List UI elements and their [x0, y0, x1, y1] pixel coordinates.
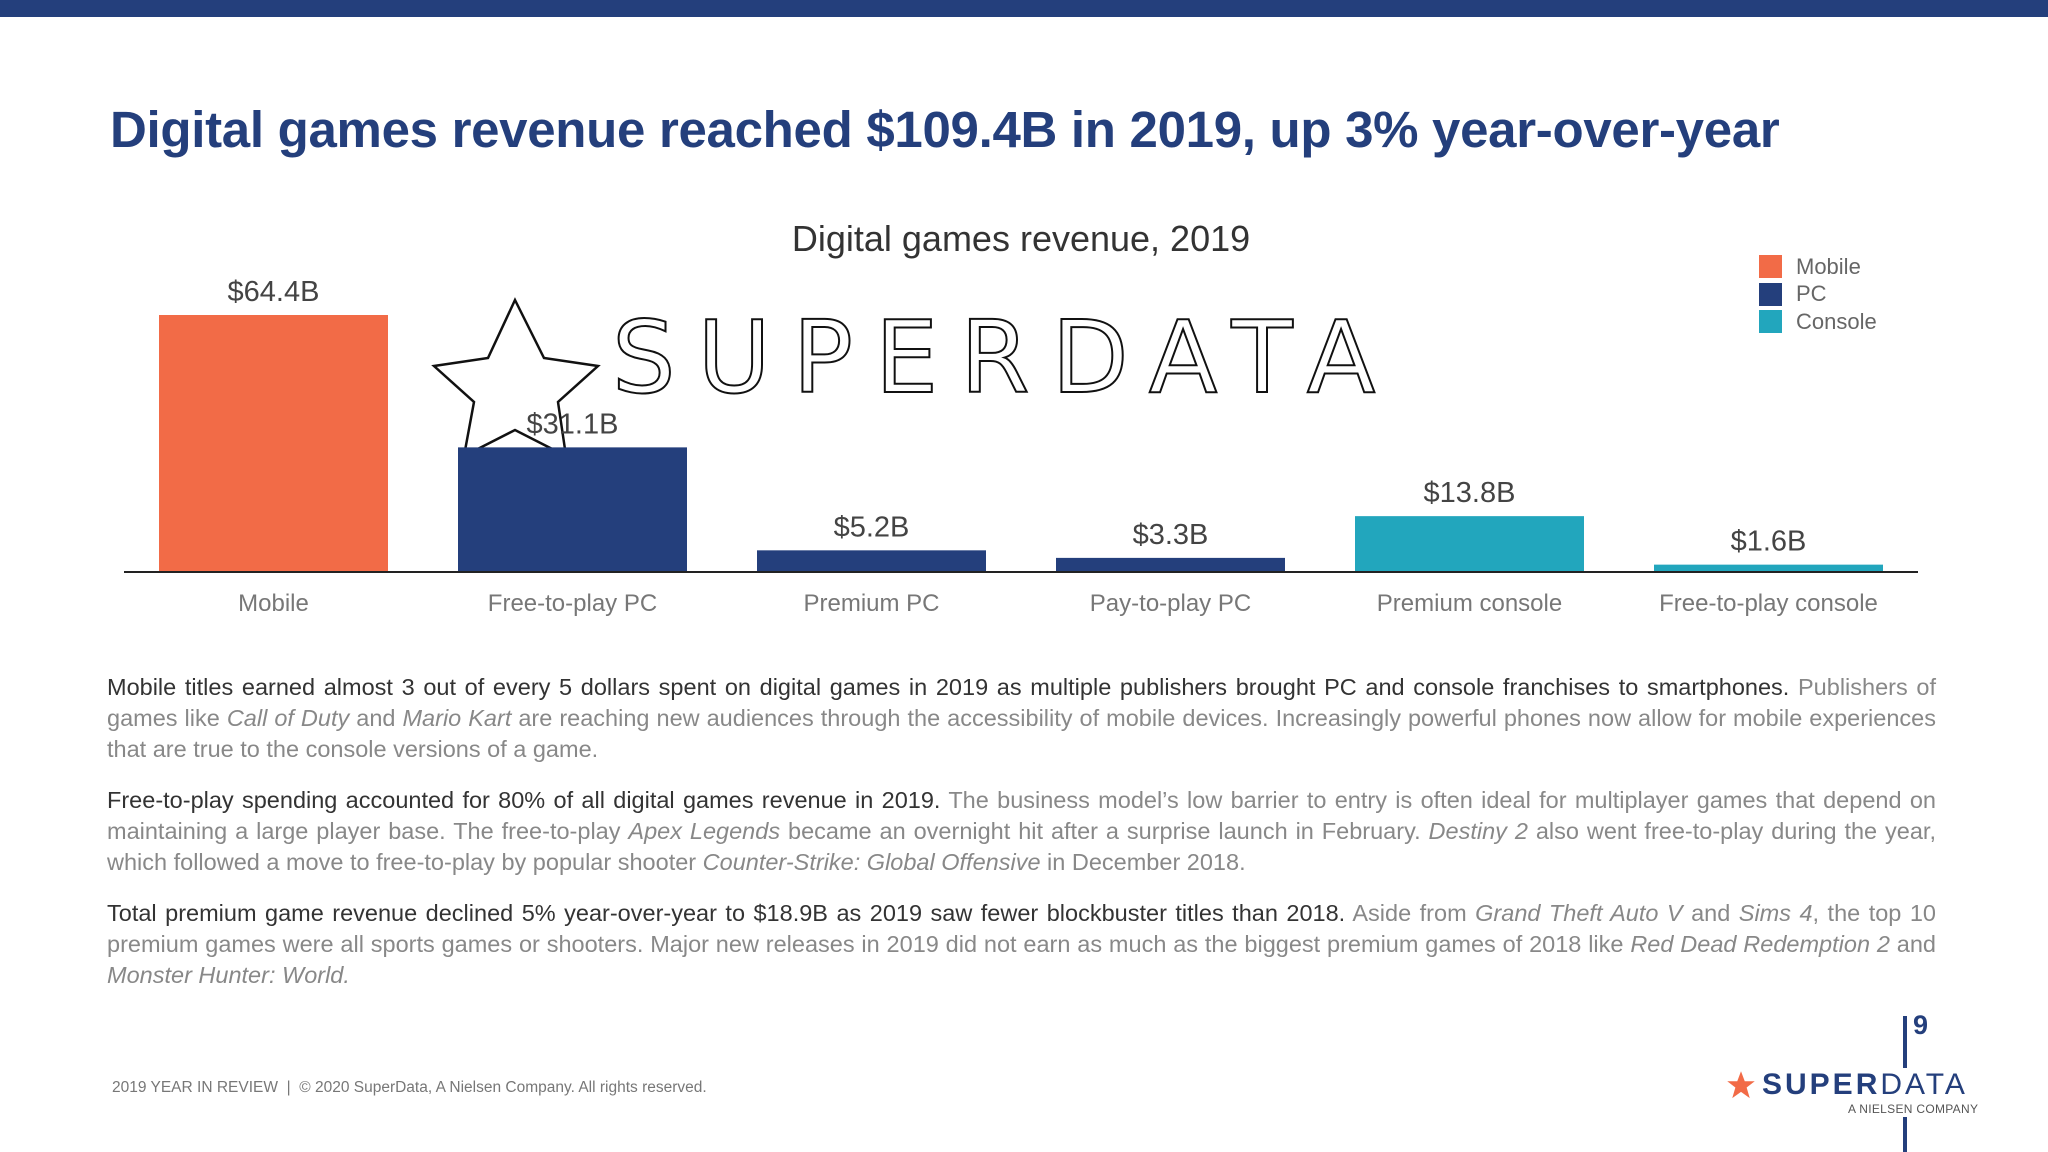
game-title: Sims 4 — [1738, 900, 1813, 926]
game-title: Red Dead Redemption 2 — [1630, 931, 1890, 957]
text: The business model’s low barrier to entr… — [107, 787, 1936, 844]
text: became an overnight hit after a surprise… — [780, 818, 1429, 844]
logo-wordmark: SUPERDATA — [1762, 1068, 1968, 1102]
body-text: Mobile titles earned almost 3 out of eve… — [107, 672, 1936, 1011]
watermark-star-icon — [431, 297, 601, 459]
category-label: Pay-to-play PC — [1090, 590, 1251, 617]
text: Publishers of games like — [107, 674, 1936, 731]
category-label: Free-to-play console — [1659, 590, 1878, 617]
game-title: Counter-Strike: Global Offensive — [702, 849, 1041, 875]
footer-copyright: 2019 YEAR IN REVIEW | © 2020 SuperData, … — [112, 1079, 707, 1096]
logo-light: DATA — [1880, 1068, 1968, 1101]
legend-swatch — [1759, 282, 1782, 306]
bar-premium-pc — [757, 550, 986, 571]
game-title: Call of Duty — [226, 705, 350, 731]
category-label: Premium console — [1377, 590, 1562, 617]
chart-title: Digital games revenue, 2019 — [791, 218, 1251, 259]
category-label: Free-to-play PC — [488, 590, 657, 617]
logo-bold: SUPER — [1762, 1068, 1881, 1101]
legend-item-console: Console — [1759, 308, 1877, 336]
legend-label: PC — [1796, 281, 1827, 307]
paragraph-mobile: Mobile titles earned almost 3 out of eve… — [107, 672, 1936, 765]
bar-value-label: $1.6B — [1731, 526, 1807, 558]
legend-item-mobile: Mobile — [1759, 253, 1877, 281]
legend-label: Console — [1796, 308, 1877, 334]
bar-free-to-play-console — [1654, 564, 1883, 571]
star-icon — [1727, 1071, 1755, 1099]
bar-value-label: $13.8B — [1424, 477, 1516, 509]
bar-value-label: $5.2B — [834, 511, 910, 543]
logo-subtitle: A NIELSEN COMPANY — [1848, 1102, 1979, 1116]
paragraph-lead: Free-to-play spending accounted for 80% … — [107, 787, 941, 813]
game-title: Monster Hunter: World. — [107, 962, 350, 988]
text: Aside from — [1345, 900, 1476, 926]
legend-item-pc: PC — [1759, 281, 1877, 309]
top-accent-bar — [0, 0, 2048, 17]
text: and — [1682, 900, 1739, 926]
game-title: Apex Legends — [628, 818, 781, 844]
category-label: Premium PC — [803, 590, 939, 617]
superdata-logo: SUPERDATA — [1726, 1068, 1968, 1102]
bar-value-label: $31.1B — [527, 408, 619, 440]
bar-free-to-play-pc — [458, 447, 687, 571]
chart-legend: Mobile PC Console — [1759, 253, 1877, 336]
watermark-text: SUPERDATA — [612, 299, 1397, 416]
text: also went free-to-play during the year, … — [107, 818, 1936, 875]
page-number: 9 — [1913, 1010, 1929, 1040]
text: in December 2018. — [1040, 849, 1246, 875]
page-title: Digital games revenue reached $109.4B in… — [110, 101, 1780, 158]
bar-value-label: $64.4B — [228, 276, 320, 308]
paragraph-free-to-play: Free-to-play spending accounted for 80% … — [107, 785, 1936, 878]
legend-swatch — [1759, 255, 1782, 279]
category-label: Mobile — [238, 590, 309, 617]
divider-line — [1903, 1016, 1907, 1068]
text: and — [1889, 931, 1936, 957]
bar-premium-console — [1355, 516, 1584, 571]
game-title: Mario Kart — [402, 705, 512, 731]
bar-value-label: $3.3B — [1133, 519, 1209, 551]
legend-swatch — [1759, 310, 1782, 334]
paragraph-lead: Total premium game revenue declined 5% y… — [107, 900, 1346, 926]
bar-mobile — [159, 315, 388, 571]
paragraph-premium: Total premium game revenue declined 5% y… — [107, 898, 1936, 991]
text: and — [349, 705, 403, 731]
game-title: Grand Theft Auto V — [1475, 900, 1683, 926]
text: are reaching new audiences through the a… — [107, 705, 1936, 762]
paragraph-lead: Mobile titles earned almost 3 out of eve… — [107, 674, 1790, 700]
bar-pay-to-play-pc — [1056, 557, 1285, 571]
divider-line — [1903, 1117, 1907, 1152]
text: , the top 10 premium games were all spor… — [107, 900, 1936, 957]
game-title: Destiny 2 — [1428, 818, 1528, 844]
legend-label: Mobile — [1796, 253, 1861, 279]
